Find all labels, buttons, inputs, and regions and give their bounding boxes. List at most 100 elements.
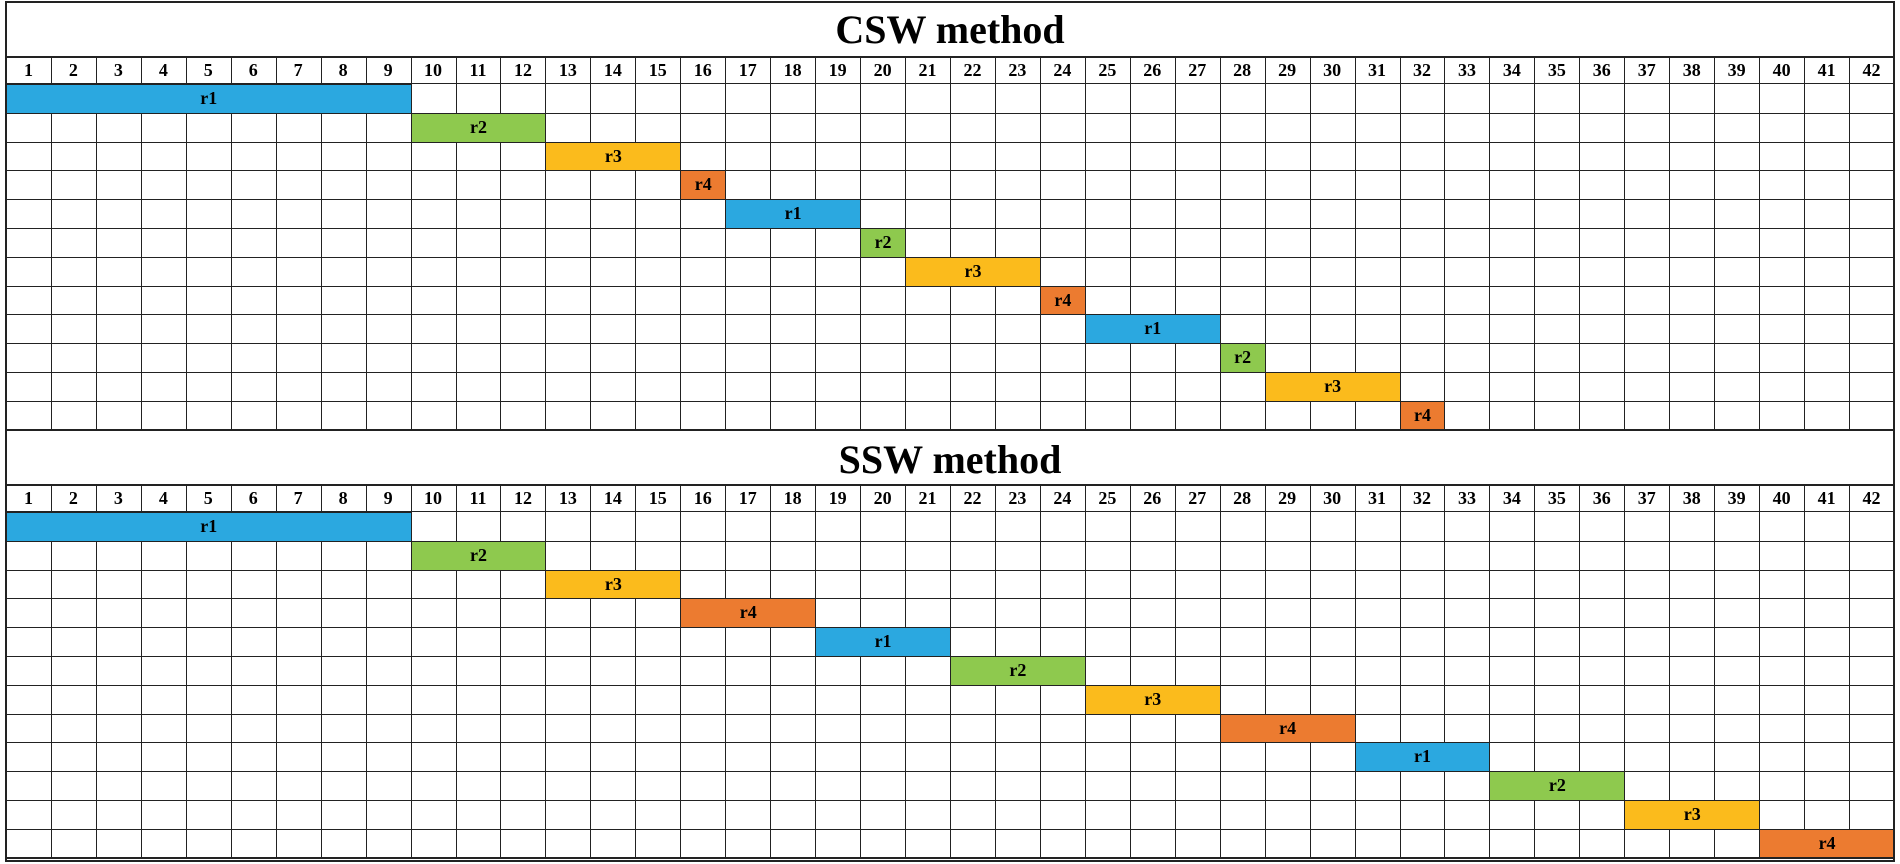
grid-cell xyxy=(635,713,682,744)
grid-cell xyxy=(95,199,142,229)
task-bar-r3: r3 xyxy=(1264,372,1401,402)
grid-cell xyxy=(860,84,907,114)
grid-cell xyxy=(1264,656,1311,686)
grid-cell xyxy=(1174,228,1221,258)
grid-cell xyxy=(1579,228,1626,258)
grid-cell xyxy=(95,684,142,715)
grid-cell xyxy=(1804,84,1851,114)
grid-cell xyxy=(1534,141,1581,172)
grid-cell xyxy=(1039,598,1086,629)
grid-cell xyxy=(590,343,637,373)
column-header: 41 xyxy=(1804,485,1851,512)
grid-cell xyxy=(1354,800,1401,830)
grid-cell xyxy=(1399,343,1446,373)
grid-cell xyxy=(1219,540,1266,571)
grid-cell xyxy=(1219,512,1266,542)
grid-cell xyxy=(320,285,367,316)
grid-cell xyxy=(1129,141,1176,172)
grid-cell xyxy=(185,800,232,830)
grid-cell xyxy=(1489,228,1536,258)
grid-cell xyxy=(500,285,547,316)
grid-cell xyxy=(140,684,187,715)
grid-cell xyxy=(1084,84,1131,114)
grid-cell xyxy=(994,170,1041,201)
grid-cell xyxy=(140,372,187,402)
grid-cell xyxy=(905,141,951,172)
column-header: 20 xyxy=(860,485,907,512)
grid-cell xyxy=(545,314,592,345)
grid-cell xyxy=(770,314,817,345)
column-header: 34 xyxy=(1489,485,1536,512)
grid-cell xyxy=(1219,141,1266,172)
grid-cell xyxy=(1264,199,1311,229)
grid-cell xyxy=(6,656,52,686)
grid-cell xyxy=(1309,512,1356,542)
grid-cell xyxy=(950,84,996,114)
grid-cell xyxy=(994,343,1041,373)
grid-cell xyxy=(455,569,502,600)
grid-cell xyxy=(1084,199,1131,229)
grid-cell xyxy=(1624,343,1671,373)
grid-cell xyxy=(500,170,547,201)
grid-cell xyxy=(455,713,502,744)
grid-cell xyxy=(410,372,457,402)
grid-cell xyxy=(1759,228,1806,258)
column-header: 10 xyxy=(410,57,457,84)
grid-cell xyxy=(500,372,547,402)
grid-cell xyxy=(680,256,727,287)
grid-cell xyxy=(1489,314,1536,345)
grid-cell xyxy=(1174,742,1221,773)
grid-cell xyxy=(590,771,637,801)
grid-cell xyxy=(545,684,592,715)
grid-cell xyxy=(320,684,367,715)
grid-cell xyxy=(140,800,187,830)
grid-cell xyxy=(320,598,367,629)
grid-cell xyxy=(1084,800,1131,830)
grid-cell xyxy=(545,656,592,686)
grid-cell xyxy=(185,343,232,373)
grid-cell xyxy=(1219,84,1266,114)
grid-cell xyxy=(95,256,142,287)
grid-cell xyxy=(1309,656,1356,686)
grid-cell xyxy=(275,569,322,600)
grid-cell xyxy=(1084,742,1131,773)
grid-cell xyxy=(320,540,367,571)
grid-cell xyxy=(590,742,637,773)
grid-cell xyxy=(1669,343,1716,373)
grid-cell xyxy=(410,314,457,345)
grid-cell xyxy=(365,199,412,229)
grid-cell xyxy=(635,512,682,542)
grid-cell xyxy=(815,771,862,801)
grid-cell xyxy=(1669,512,1716,542)
grid-cell xyxy=(725,112,772,143)
grid-cell xyxy=(1489,170,1536,201)
grid-cell xyxy=(1129,228,1176,258)
grid-cell xyxy=(1759,598,1806,629)
grid-cell xyxy=(1624,112,1671,143)
grid-cell xyxy=(1039,372,1086,402)
task-bar-r3: r3 xyxy=(905,256,1041,287)
grid-cell xyxy=(1759,256,1806,287)
grid-cell xyxy=(1714,569,1761,600)
grid-cell xyxy=(1219,199,1266,229)
grid-cell xyxy=(815,569,862,600)
grid-cell xyxy=(905,170,951,201)
grid-cell xyxy=(1624,199,1671,229)
grid-cell xyxy=(1669,372,1716,402)
grid-cell xyxy=(1129,199,1176,229)
grid-cell xyxy=(95,627,142,657)
grid-cell xyxy=(815,84,862,114)
grid-cell xyxy=(635,256,682,287)
grid-cell xyxy=(365,343,412,373)
grid-cell xyxy=(950,742,996,773)
grid-cell xyxy=(1804,314,1851,345)
grid-cell xyxy=(635,684,682,715)
grid-cell xyxy=(680,656,727,686)
grid-cell xyxy=(50,372,97,402)
grid-cell xyxy=(500,684,547,715)
grid-cell xyxy=(500,713,547,744)
grid-cell xyxy=(1264,170,1311,201)
column-header: 37 xyxy=(1624,57,1671,84)
grid-cell xyxy=(815,800,862,830)
grid-cell xyxy=(1444,540,1491,571)
